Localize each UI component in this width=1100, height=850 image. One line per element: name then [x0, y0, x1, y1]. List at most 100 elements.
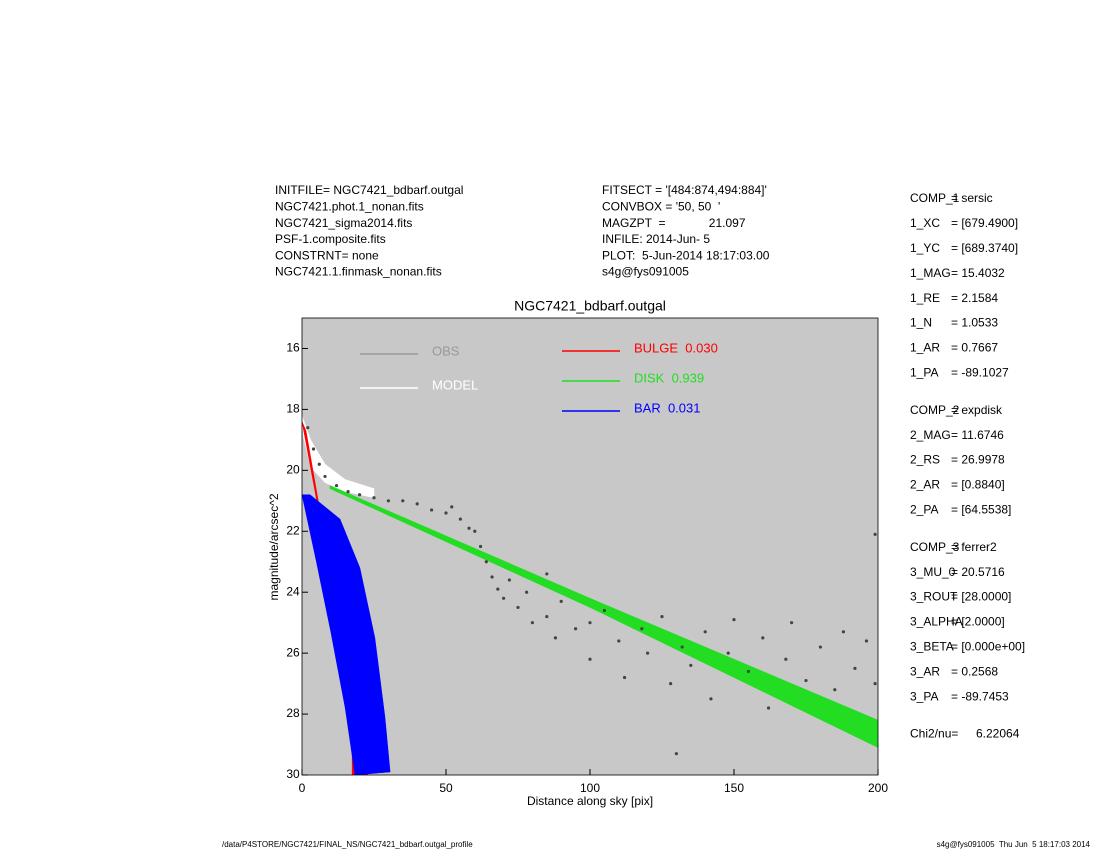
param-value: = 2.1584 [951, 291, 998, 305]
param-name: 3_ROUT [910, 590, 958, 604]
param-name: 3_BETA [910, 639, 954, 653]
legend-label: MODEL [432, 377, 478, 392]
param-value: = sersic [951, 191, 993, 205]
obs-point [617, 639, 621, 643]
obs-point [766, 706, 771, 710]
y-tick-label: 24 [286, 584, 300, 598]
obs-point [622, 675, 627, 680]
plot-background [302, 318, 878, 775]
header-line: PSF-1.composite.fits [275, 232, 386, 246]
obs-point [703, 630, 707, 634]
obs-point [726, 651, 730, 655]
obs-point [559, 599, 563, 603]
header-line: MAGZPT = 21.097 [602, 216, 746, 230]
obs-point [746, 669, 751, 674]
y-tick-label: 26 [286, 645, 300, 659]
obs-point [680, 645, 684, 649]
param-name: COMP_2 [910, 403, 960, 417]
param-value: 6.22064 [976, 727, 1020, 741]
param-name: 1_RE [910, 291, 940, 305]
param-value: = 0.7667 [951, 341, 998, 355]
param-value: = [0.000e+00] [951, 639, 1025, 653]
y-tick-label: 22 [286, 523, 300, 537]
obs-point [458, 517, 462, 521]
obs-point [386, 499, 390, 503]
footer-left: /data/P4STORE/NGC7421/FINAL_NS/NGC7421_b… [222, 840, 473, 849]
obs-point [669, 682, 673, 686]
header-line: NGC7421.1.finmask_nonan.fits [275, 265, 442, 279]
obs-point [761, 636, 765, 640]
param-name: COMP_1 [910, 191, 960, 205]
param-value: = 15.4032 [951, 266, 1005, 280]
obs-point [545, 614, 549, 619]
obs-point [516, 605, 520, 610]
param-value: = 0.2568 [951, 664, 998, 678]
param-value: = expdisk [951, 403, 1003, 417]
obs-point [306, 426, 310, 430]
param-value: = [689.3740] [951, 241, 1018, 255]
param-value: = [0.8840] [951, 478, 1005, 492]
obs-point [709, 697, 713, 701]
obs-point [496, 587, 500, 591]
param-value: = [2.0000] [951, 615, 1005, 629]
param-name: 2_RS [910, 453, 940, 467]
param-name: 3_PA [910, 689, 938, 703]
obs-point [502, 596, 506, 600]
obs-point [473, 529, 477, 533]
header-line: CONVBOX = '50, 50 ' [602, 199, 720, 213]
y-tick-label: 30 [286, 767, 300, 781]
param-value: = 1.0533 [951, 316, 998, 330]
param-name: Chi2/nu= [910, 727, 958, 741]
header-line: FITSECT = '[484:874,494:884]' [602, 183, 767, 197]
obs-point [430, 508, 434, 512]
param-name: 2_AR [910, 478, 940, 492]
obs-point [864, 639, 869, 643]
header-line: INITFILE= NGC7421_bdbarf.outgal [275, 183, 463, 197]
param-value: = 26.9978 [951, 453, 1005, 467]
header-line: NGC7421_sigma2014.fits [275, 216, 412, 230]
param-name: 2_PA [910, 502, 938, 516]
header-line: CONSTRNT= none [275, 248, 379, 262]
obs-point [784, 657, 788, 661]
param-value: = [28.0000] [951, 590, 1011, 604]
obs-point [790, 621, 794, 625]
obs-point [574, 627, 578, 631]
y-tick-label: 28 [286, 706, 300, 720]
obs-point [646, 651, 650, 655]
param-name: 3_AR [910, 664, 940, 678]
legend-label: DISK 0.939 [634, 370, 704, 385]
x-tick-label: 150 [724, 781, 744, 795]
param-value: = ferrer2 [951, 540, 997, 554]
param-name: COMP_3 [910, 540, 960, 554]
obs-point [358, 493, 362, 497]
y-tick-label: 20 [286, 463, 300, 477]
param-name: 1_AR [910, 341, 940, 355]
obs-point [478, 544, 483, 549]
param-name: 3_MU_0 [910, 565, 956, 579]
x-tick-label: 50 [439, 781, 453, 795]
obs-point [401, 499, 405, 503]
obs-point [484, 560, 488, 564]
obs-point [818, 645, 823, 649]
obs-point [444, 511, 448, 515]
obs-point [311, 447, 316, 451]
y-tick-label: 16 [286, 341, 300, 355]
plot-area [302, 415, 878, 775]
header-line: s4g@fys091005 [602, 265, 689, 279]
obs-point [525, 590, 529, 594]
legend-label: BULGE 0.030 [634, 340, 718, 355]
footer-right: s4g@fys091005 Thu Jun 5 18:17:03 2014 [937, 840, 1091, 849]
obs-point [833, 688, 837, 692]
obs-point [853, 666, 857, 670]
param-value: = 20.5716 [951, 565, 1005, 579]
obs-point [660, 614, 664, 619]
param-name: 3_ALPHA [910, 615, 963, 629]
obs-point [732, 618, 736, 622]
obs-point [873, 532, 877, 536]
param-name: 1_PA [910, 365, 938, 379]
component-band [302, 494, 391, 775]
obs-point [588, 657, 592, 661]
obs-point [873, 682, 877, 686]
y-axis-label: magnitude/arcsec^2 [267, 493, 281, 600]
